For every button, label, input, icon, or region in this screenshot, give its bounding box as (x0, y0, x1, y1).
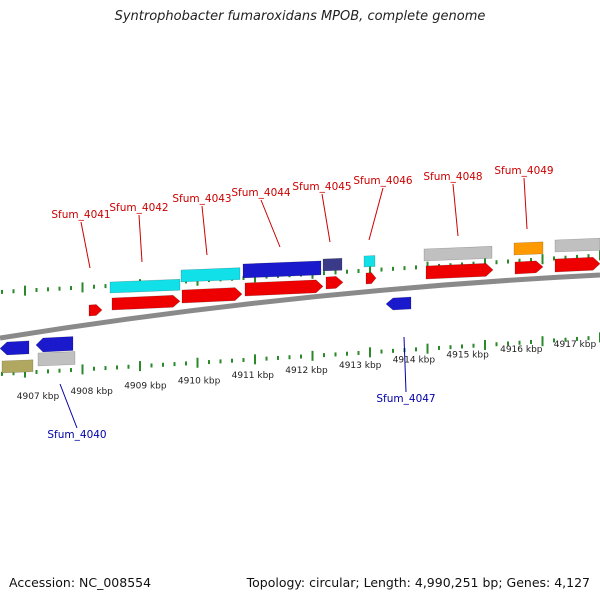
gene-arrow (111, 294, 181, 311)
gene-arrow (513, 241, 544, 256)
gene-arrow (514, 260, 544, 275)
leader-line (403, 336, 407, 393)
leader-line (59, 383, 78, 429)
gene-arrow (35, 336, 74, 353)
gene-arrow (181, 287, 243, 304)
gene-label[interactable]: Sfum_4047 (376, 393, 435, 405)
scale-label: 4913 kbp (339, 361, 382, 371)
accession-text: Accession: NC_008554 (9, 575, 152, 590)
gene-arrow (325, 276, 344, 290)
scale-label: 4907 kbp (17, 392, 60, 402)
gene-arrow (322, 257, 343, 272)
gene-label[interactable]: Sfum_4049 (494, 165, 553, 177)
scale-label: 4910 kbp (178, 376, 221, 386)
gene-label[interactable]: Sfum_4043 (172, 193, 231, 205)
gene-arrow (244, 279, 324, 297)
gene-label[interactable]: Sfum_4045 (292, 181, 351, 193)
gene-arrow (88, 304, 103, 317)
leader-line (260, 199, 281, 248)
scale-label: 4914 kbp (393, 356, 436, 366)
leader-line (80, 221, 91, 269)
leader-line (321, 193, 331, 243)
scale-labels: 4907 kbp 4908 kbp 4909 kbp 4910 kbp 4911 kbp… (17, 340, 597, 402)
gene-arrow (37, 351, 76, 367)
scale-label: 4911 kbp (232, 371, 275, 381)
genome-backbone (0, 272, 600, 341)
gene-label[interactable]: Sfum_4042 (109, 202, 168, 214)
gene-label[interactable]: Sfum_4046 (353, 175, 413, 187)
gene-features (0, 237, 600, 374)
scale-label: 4916 kbp (500, 345, 543, 355)
gene-arrow (554, 256, 600, 273)
gene-arrow (363, 255, 376, 268)
gene-label[interactable]: Sfum_4040 (47, 429, 106, 441)
gene-arrow (109, 278, 181, 294)
gene-arrow (554, 237, 600, 253)
scale-label: 4909 kbp (124, 382, 167, 392)
inner-tick-track (1, 332, 600, 378)
gene-label[interactable]: Sfum_4041 (51, 209, 110, 221)
gene-arrow (385, 296, 412, 311)
leader-line (368, 187, 384, 241)
scale-label: 4908 kbp (70, 387, 113, 397)
scale-label: 4917 kbp (554, 340, 597, 350)
gene-arrow (0, 340, 30, 356)
label-leader-lines (59, 177, 528, 429)
gene-label[interactable]: Sfum_4048 (423, 171, 482, 183)
gene-arrow (1, 359, 34, 374)
scale-label: 4915 kbp (446, 350, 489, 360)
gene-arrow (423, 245, 493, 262)
gene-arrow (425, 263, 494, 280)
map-title: Syntrophobacter fumaroxidans MPOB, compl… (114, 9, 486, 24)
genome-summary-text: Topology: circular; Length: 4,990,251 bp… (246, 575, 590, 590)
gene-arrow (365, 272, 377, 285)
gene-arrow (242, 260, 322, 279)
leader-line (523, 177, 528, 230)
leader-line (452, 183, 459, 237)
scale-label: 4912 kbp (285, 366, 328, 376)
leader-line (201, 205, 208, 256)
leader-line (138, 214, 143, 263)
gene-label[interactable]: Sfum_4044 (231, 187, 291, 199)
gene-arrow (180, 267, 241, 283)
